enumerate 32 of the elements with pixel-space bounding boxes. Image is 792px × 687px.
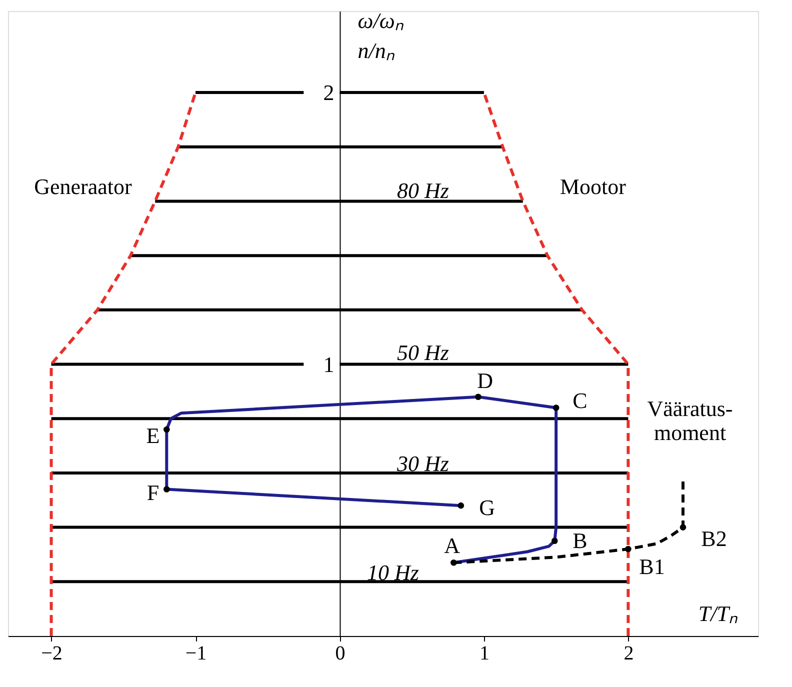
point — [475, 394, 482, 400]
x-tick-label: −1 — [185, 642, 207, 664]
annotation: Mootor — [560, 174, 627, 199]
point — [163, 486, 170, 492]
point — [163, 426, 170, 433]
point — [680, 524, 686, 530]
annotation: B — [572, 528, 588, 553]
annotation: 10 Hz — [367, 560, 420, 585]
point — [552, 404, 560, 411]
point — [450, 559, 457, 566]
point — [458, 502, 464, 509]
annotation: B2 — [701, 526, 727, 551]
x-tick-label: 1 — [479, 642, 490, 664]
x-axis-title: T/Tₙ — [698, 601, 738, 626]
point — [551, 538, 558, 544]
annotation: C — [572, 388, 588, 413]
annotation: G — [479, 495, 496, 520]
annotation: D — [477, 368, 493, 393]
annotation: A — [444, 533, 460, 558]
x-tick-label: 0 — [335, 642, 346, 664]
x-tick-label: −2 — [41, 642, 62, 664]
annotation: 50 Hz — [397, 340, 450, 365]
annotation: Generaator — [34, 174, 133, 199]
annotation: F — [146, 480, 160, 505]
annotation: Vääratus- moment — [647, 396, 733, 445]
annotation: B1 — [639, 554, 665, 579]
annotation: 30 Hz — [396, 451, 450, 476]
annotation: 80 Hz — [397, 178, 450, 203]
y-axis-title: ω/ωₙ n/nₙ — [358, 8, 404, 63]
annotation: E — [146, 423, 160, 448]
x-tick-label: 2 — [624, 642, 634, 664]
point — [625, 546, 632, 552]
